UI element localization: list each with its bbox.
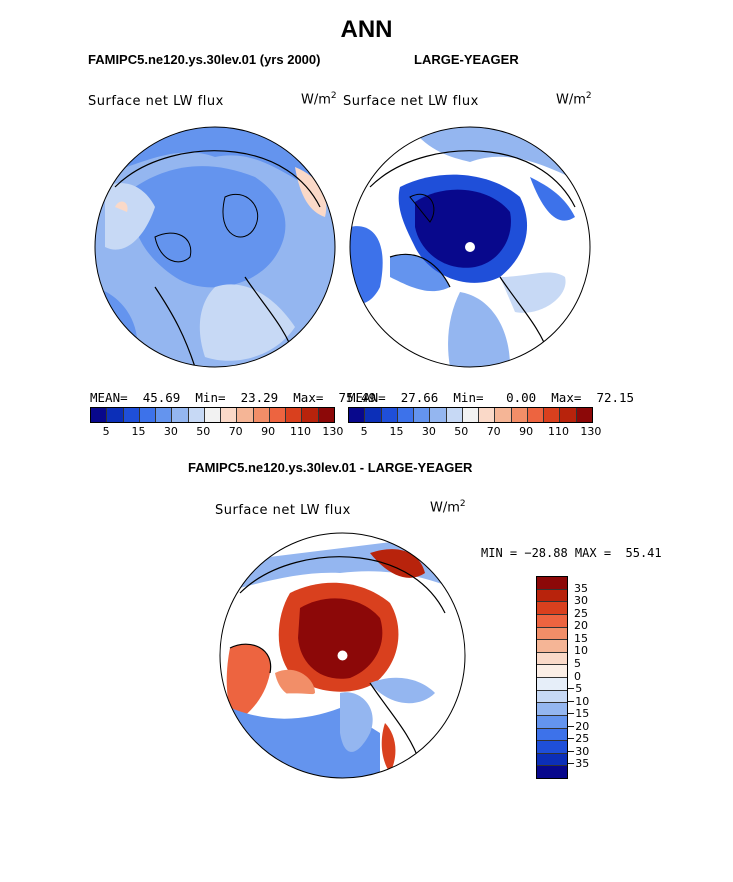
colorbar-tick-label: 50: [196, 425, 211, 438]
colorbar-tick-label: −15: [566, 707, 590, 721]
colorbar-tick-label: 90: [519, 425, 534, 438]
left-polar-map: [94, 126, 336, 368]
colorbar-tick-label: 5: [102, 425, 110, 438]
colorbar-swatch: [318, 408, 334, 422]
colorbar-swatch: [537, 652, 567, 666]
diff-panel-header: FAMIPC5.ne120.ys.30lev.01 - LARGE-YEAGER: [188, 460, 473, 475]
diff-polar-map: [219, 532, 466, 779]
colorbar-tick-label: 5: [574, 656, 581, 670]
colorbar-tick-label: 30: [163, 425, 178, 438]
colorbar-swatch: [397, 408, 415, 422]
colorbar-tick-label: −10: [566, 694, 590, 708]
colorbar-tick-label: 110: [290, 425, 311, 438]
colorbar-tick-label: −20: [566, 719, 590, 733]
colorbar-swatch: [414, 408, 431, 422]
colorbar-tick-label: −25: [566, 732, 590, 746]
colorbar-swatch: [537, 690, 567, 704]
colorbar-swatch: [365, 408, 382, 422]
colorbar-swatch: [537, 614, 567, 628]
colorbar-swatch: [286, 408, 303, 422]
colorbar-swatch: [537, 766, 567, 778]
colorbar-swatch: [537, 715, 567, 729]
colorbar-tick-label: 15: [131, 425, 146, 438]
colorbar-swatch: [537, 602, 567, 615]
colorbar-tick-label: 70: [486, 425, 501, 438]
colorbar-swatch: [221, 408, 238, 422]
colorbar-tick-label: −5: [566, 682, 583, 696]
colorbar-swatch: [527, 408, 545, 422]
right-polar-map: [349, 126, 591, 368]
diff-minmax: MIN = −28.88 MAX = 55.41: [481, 546, 662, 560]
left-panel-stats: MEAN= 45.69 Min= 23.29 Max= 75.49: [90, 390, 377, 405]
colorbar-swatch: [560, 408, 577, 422]
colorbar-swatch: [446, 408, 463, 422]
colorbar-swatch: [537, 589, 567, 603]
left-panel-subtitle: Surface net LW flux: [88, 94, 224, 109]
colorbar-swatch: [537, 753, 567, 767]
colorbar-swatch: [537, 577, 567, 590]
colorbar-swatch: [576, 408, 592, 422]
colorbar-tick-label: 130: [322, 425, 344, 438]
right-colorbar: [348, 407, 593, 423]
right-panel-header: LARGE-YEAGER: [414, 52, 519, 67]
colorbar-tick-label: 0: [574, 669, 581, 683]
colorbar-swatch: [511, 408, 528, 422]
colorbar-tick-label: 50: [454, 425, 469, 438]
left-panel-header: FAMIPC5.ne120.ys.30lev.01 (yrs 2000): [88, 52, 321, 67]
colorbar-tick-label: 15: [389, 425, 404, 438]
colorbar-tick-label: 25: [574, 606, 588, 620]
colorbar-swatch: [479, 408, 496, 422]
colorbar-tick-label: 90: [261, 425, 276, 438]
colorbar-tick-label: 20: [574, 619, 588, 633]
colorbar-tick-label: 15: [574, 631, 588, 645]
diff-panel-subtitle: Surface net LW flux: [215, 503, 351, 518]
colorbar-swatch: [537, 640, 567, 653]
colorbar-tick-label: 130: [580, 425, 602, 438]
colorbar-swatch: [269, 408, 287, 422]
colorbar-swatch: [462, 408, 480, 422]
colorbar-tick-label: 70: [228, 425, 243, 438]
left-panel-units: W/m2: [301, 91, 337, 108]
colorbar-swatch: [139, 408, 157, 422]
colorbar-tick-label: 35: [574, 581, 588, 595]
colorbar-tick-label: 10: [574, 644, 588, 658]
colorbar-swatch: [537, 728, 567, 742]
left-colorbar: [90, 407, 335, 423]
colorbar-swatch: [430, 408, 447, 422]
colorbar-swatch: [537, 741, 567, 754]
diff-colorbar: [536, 576, 568, 779]
colorbar-swatch: [188, 408, 205, 422]
colorbar-swatch: [172, 408, 189, 422]
page-title: ANN: [340, 16, 393, 43]
colorbar-swatch: [381, 408, 398, 422]
left-colorbar-ticks: 5 15 30 50 70 90 110 130: [90, 425, 344, 439]
colorbar-swatch: [537, 665, 567, 678]
colorbar-tick-label: 30: [421, 425, 436, 438]
colorbar-swatch: [107, 408, 124, 422]
right-panel-units: W/m2: [556, 91, 592, 108]
colorbar-swatch: [537, 627, 567, 641]
colorbar-swatch: [349, 408, 366, 422]
colorbar-swatch: [537, 703, 567, 716]
colorbar-swatch: [253, 408, 270, 422]
diff-colorbar-ticks: 35 30 25 20 15 10 5 0 −5 −10 −15 −20 −25 −30 −35: [566, 576, 610, 777]
colorbar-swatch: [204, 408, 222, 422]
colorbar-swatch: [544, 408, 561, 422]
right-colorbar-ticks: 5 15 30 50 70 90 110 130: [348, 425, 602, 439]
colorbar-swatch: [495, 408, 512, 422]
diff-panel-units: W/m2: [430, 499, 466, 516]
colorbar-swatch: [537, 678, 567, 691]
colorbar-tick-label: −30: [566, 744, 590, 758]
colorbar-tick-label: 5: [360, 425, 368, 438]
colorbar-tick-label: 110: [548, 425, 569, 438]
right-panel-subtitle: Surface net LW flux: [343, 94, 479, 109]
colorbar-swatch: [156, 408, 173, 422]
colorbar-swatch: [91, 408, 108, 422]
colorbar-swatch: [302, 408, 319, 422]
colorbar-tick-label: 30: [574, 594, 588, 608]
right-panel-stats: MEAN= 27.66 Min= 0.00 Max= 72.15: [348, 390, 635, 405]
colorbar-swatch: [123, 408, 140, 422]
colorbar-swatch: [237, 408, 254, 422]
colorbar-tick-label: −35: [566, 757, 590, 771]
